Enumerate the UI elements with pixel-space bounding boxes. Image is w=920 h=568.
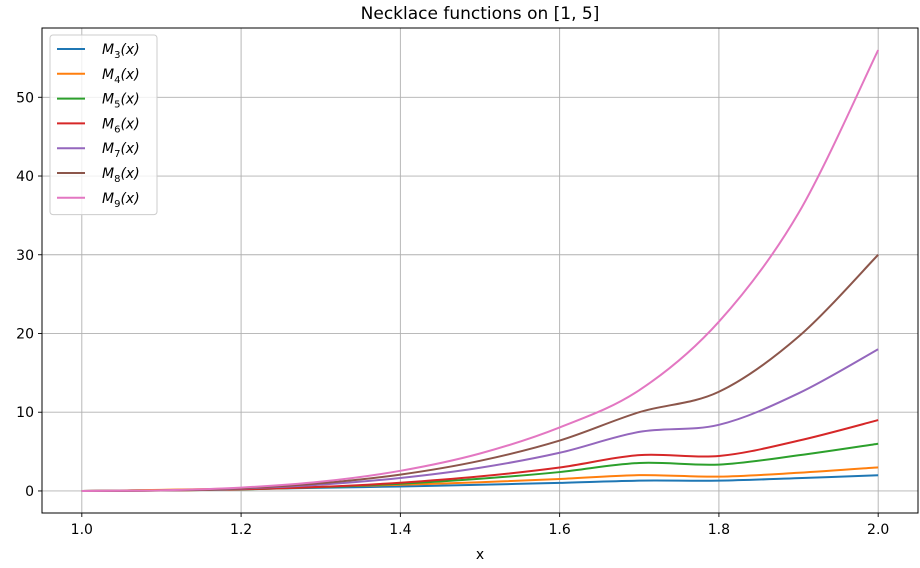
y-ticks: 0 10 20 30 40 50 <box>16 90 42 500</box>
grid <box>42 28 918 513</box>
legend-label-m7: M7(x) <box>102 141 140 160</box>
series-line-m9 <box>81 49 880 492</box>
chart-title: Necklace functions on [1, 5] <box>361 4 600 24</box>
x-tick-label: 2.0 <box>867 522 889 538</box>
x-tick-label: 1.8 <box>708 522 730 538</box>
legend-label-m5: M5(x) <box>102 92 140 111</box>
x-tick-label: 1.6 <box>549 522 571 538</box>
y-tick-label: 10 <box>16 405 34 421</box>
legend-box <box>49 34 158 216</box>
plot-frame <box>41 27 919 514</box>
x-ticks: 1.0 1.2 1.4 1.6 1.8 2.0 <box>71 513 889 538</box>
legend-label-m4: M4(x) <box>102 67 140 86</box>
y-tick-label: 50 <box>16 90 34 106</box>
legend-label-m3: M3(x) <box>102 42 140 61</box>
y-tick-label: 40 <box>16 169 34 185</box>
x-axis-label: x <box>476 547 484 563</box>
legend-label-m6: M6(x) <box>102 116 140 135</box>
legend-label-m8: M8(x) <box>102 166 140 185</box>
series-lines <box>81 49 880 492</box>
series-line-m7 <box>81 348 879 492</box>
y-tick-label: 30 <box>16 248 34 264</box>
x-tick-label: 1.4 <box>389 522 411 538</box>
legend-label-m9: M9(x) <box>102 191 140 210</box>
y-tick-label: 0 <box>25 484 34 500</box>
x-tick-label: 1.0 <box>71 522 93 538</box>
y-tick-label: 20 <box>16 326 34 342</box>
legend: M3(x) M4(x) M5(x) M6(x) M7(x) M8(x) M9(x) <box>49 34 158 216</box>
series-line-m8 <box>81 254 879 492</box>
x-tick-label: 1.2 <box>230 522 252 538</box>
